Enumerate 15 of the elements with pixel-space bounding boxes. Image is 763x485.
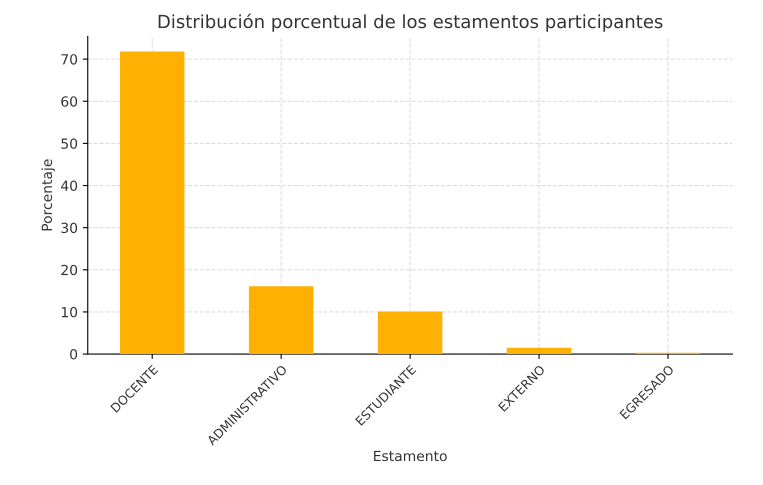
y-tick-label: 70: [61, 54, 78, 65]
x-axis-title: Estamento: [374, 450, 447, 462]
bar: [248, 286, 314, 354]
bar: [120, 52, 184, 354]
y-tick-label: 50: [61, 138, 78, 149]
y-tick-label: 30: [61, 222, 78, 234]
y-tick-label: 20: [61, 264, 78, 276]
y-tick-label: 10: [62, 306, 78, 318]
chart-title: Distribución porcentual de los estamentos participantes: [158, 14, 662, 32]
y-tick-label: 0: [70, 349, 78, 360]
bar: [378, 311, 442, 354]
bar: [506, 348, 572, 354]
y-tick-label: 40: [61, 180, 78, 191]
y-axis-title: Porcentaje: [41, 159, 55, 230]
y-tick-label: 60: [61, 96, 78, 107]
